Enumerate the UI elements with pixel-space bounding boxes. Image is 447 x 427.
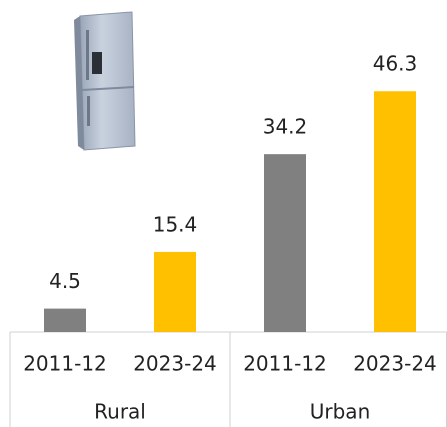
x-tick-label: 2023-24 [353, 352, 437, 376]
bar [154, 251, 196, 332]
group-label: Urban [310, 400, 371, 424]
value-label: 15.4 [153, 212, 198, 236]
group-label: Rural [94, 400, 146, 424]
bar [374, 91, 416, 333]
x-tick-label: 2011-12 [23, 352, 107, 376]
bar [264, 154, 306, 332]
x-tick-label: 2023-24 [133, 352, 217, 376]
value-label: 34.2 [263, 115, 308, 139]
value-label: 46.3 [373, 52, 418, 76]
value-label: 4.5 [49, 269, 81, 293]
x-tick-label: 2011-12 [243, 352, 327, 376]
fridge-icon [74, 11, 136, 151]
bar [44, 308, 86, 332]
